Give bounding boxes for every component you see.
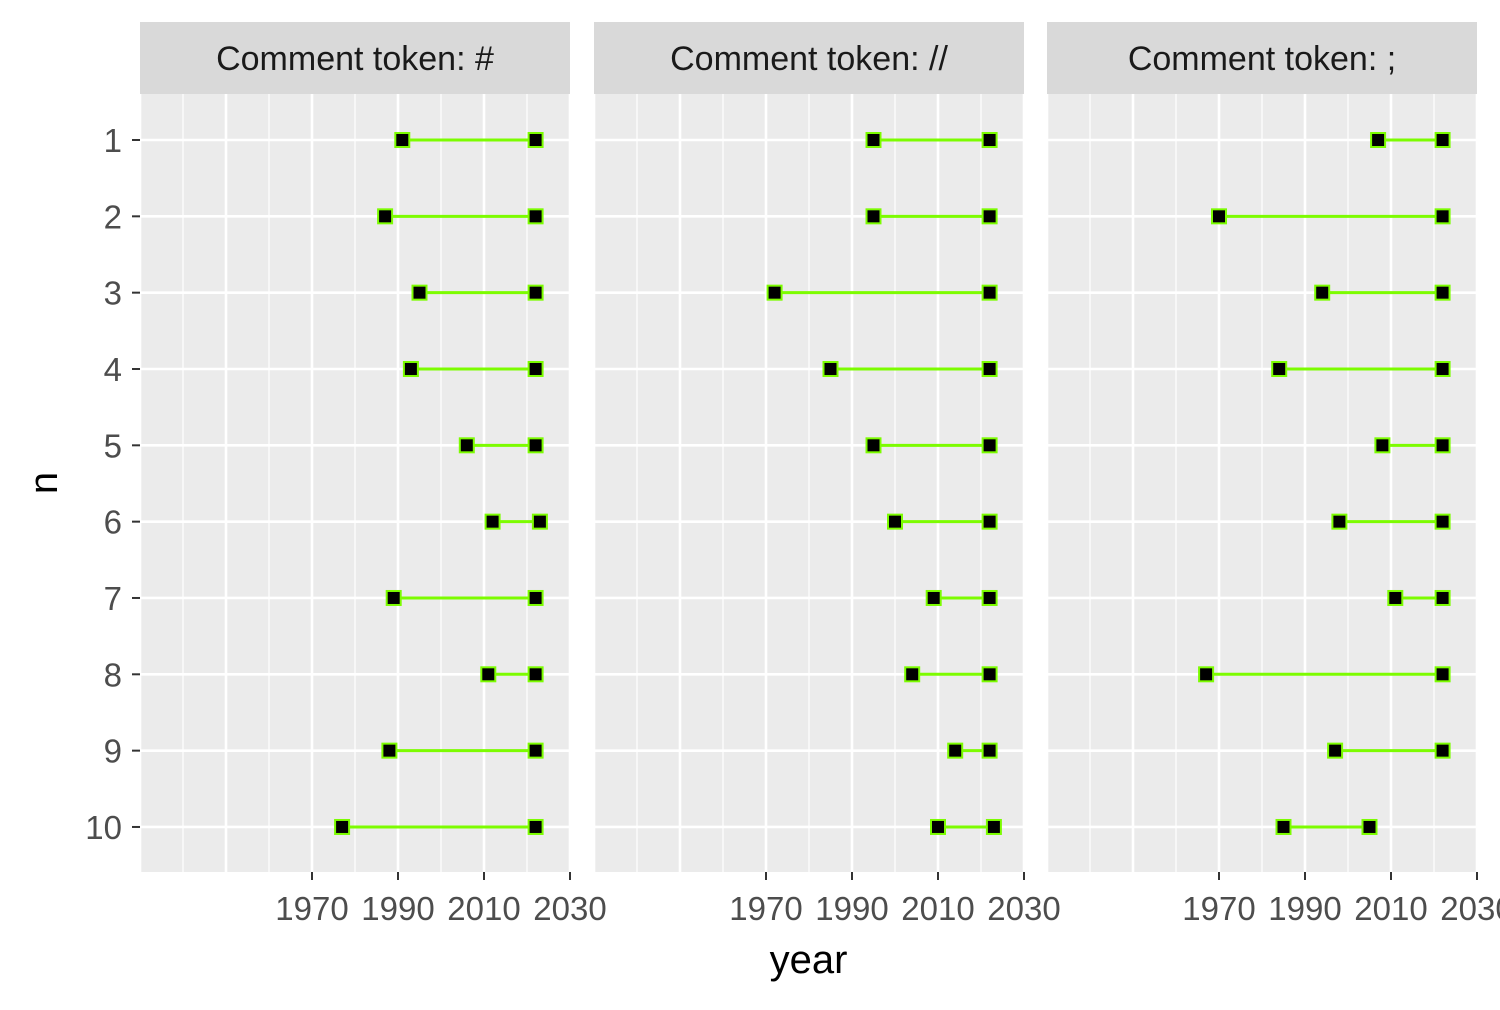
start-point [385, 589, 402, 606]
end-point [981, 437, 998, 454]
start-point [865, 437, 882, 454]
start-point [334, 818, 351, 835]
end-point [527, 666, 544, 683]
start-point [411, 284, 428, 301]
start-point [947, 742, 964, 759]
start-point [1370, 132, 1387, 148]
start-point [1331, 513, 1348, 530]
start-point [1275, 818, 1292, 835]
start-point [1387, 589, 1404, 606]
start-point [1211, 208, 1227, 225]
x-tick-label: 2030 [1440, 890, 1500, 927]
x-tick-label: 1970 [729, 890, 802, 927]
start-point [480, 666, 497, 683]
x-tick-label: 2010 [1354, 890, 1427, 927]
start-point [930, 818, 946, 835]
y-tick-label: 10 [85, 809, 122, 846]
y-tick-label: 1 [104, 122, 122, 159]
facet-strip [140, 22, 570, 94]
start-point [402, 360, 419, 377]
facet-strip-label: Comment token: # [216, 40, 494, 78]
end-point [1434, 513, 1451, 530]
end-point [1434, 208, 1451, 225]
end-point [1434, 589, 1451, 606]
start-point [484, 513, 501, 530]
x-tick-label: 1990 [815, 890, 888, 927]
x-tick-label: 2010 [447, 890, 520, 927]
y-tick-label: 4 [104, 351, 122, 388]
start-point [1198, 666, 1215, 683]
end-point [1361, 818, 1378, 835]
end-point [981, 208, 998, 225]
end-point [527, 742, 544, 759]
x-tick-label: 1970 [1182, 890, 1255, 927]
end-point [981, 666, 998, 683]
start-point [887, 513, 903, 530]
end-point [1434, 666, 1451, 683]
y-axis-title: n [22, 472, 66, 494]
start-point [766, 284, 783, 301]
x-axis-title: year [770, 938, 848, 982]
end-point [1434, 437, 1451, 454]
end-point [981, 132, 998, 148]
y-tick-label: 3 [104, 275, 122, 312]
x-tick-label: 2010 [901, 890, 974, 927]
start-point [904, 666, 921, 683]
end-point [527, 437, 544, 454]
facet-strip [594, 22, 1024, 94]
x-tick-label: 1990 [361, 890, 434, 927]
start-point [1374, 437, 1391, 454]
start-point [822, 360, 839, 377]
end-point [527, 208, 544, 225]
y-tick-label: 6 [104, 504, 122, 541]
start-point [925, 589, 942, 606]
end-point [985, 818, 1002, 835]
end-point [981, 513, 998, 530]
start-point [458, 437, 475, 454]
start-point [377, 208, 394, 225]
start-point [1314, 284, 1331, 301]
end-point [981, 742, 998, 759]
end-point [527, 589, 544, 606]
y-tick-label: 8 [104, 656, 122, 693]
end-point [1434, 742, 1451, 759]
end-point [1434, 284, 1451, 301]
end-point [981, 589, 998, 606]
end-point [527, 132, 544, 148]
x-tick-label: 1990 [1268, 890, 1341, 927]
y-tick-label: 7 [104, 580, 122, 617]
start-point [1271, 360, 1288, 377]
x-tick-label: 2030 [987, 890, 1060, 927]
end-point [527, 360, 544, 377]
start-point [1327, 742, 1344, 759]
end-point [981, 284, 998, 301]
facet-strip-label: Comment token: ; [1128, 40, 1396, 78]
x-tick-label: 1970 [275, 890, 348, 927]
start-point [865, 132, 882, 148]
facet-strip-label: Comment token: // [670, 40, 948, 78]
start-point [865, 208, 882, 225]
end-point [527, 284, 544, 301]
x-tick-label: 2030 [533, 890, 606, 927]
facet-strip [1047, 22, 1477, 94]
end-point [1434, 360, 1451, 377]
start-point [381, 742, 398, 759]
end-point [1434, 132, 1451, 148]
end-point [527, 818, 544, 835]
start-point [394, 132, 411, 148]
end-point [981, 360, 998, 377]
y-tick-label: 5 [104, 427, 122, 464]
end-point [531, 513, 548, 530]
y-tick-label: 9 [104, 733, 122, 770]
y-tick-label: 2 [104, 198, 122, 235]
